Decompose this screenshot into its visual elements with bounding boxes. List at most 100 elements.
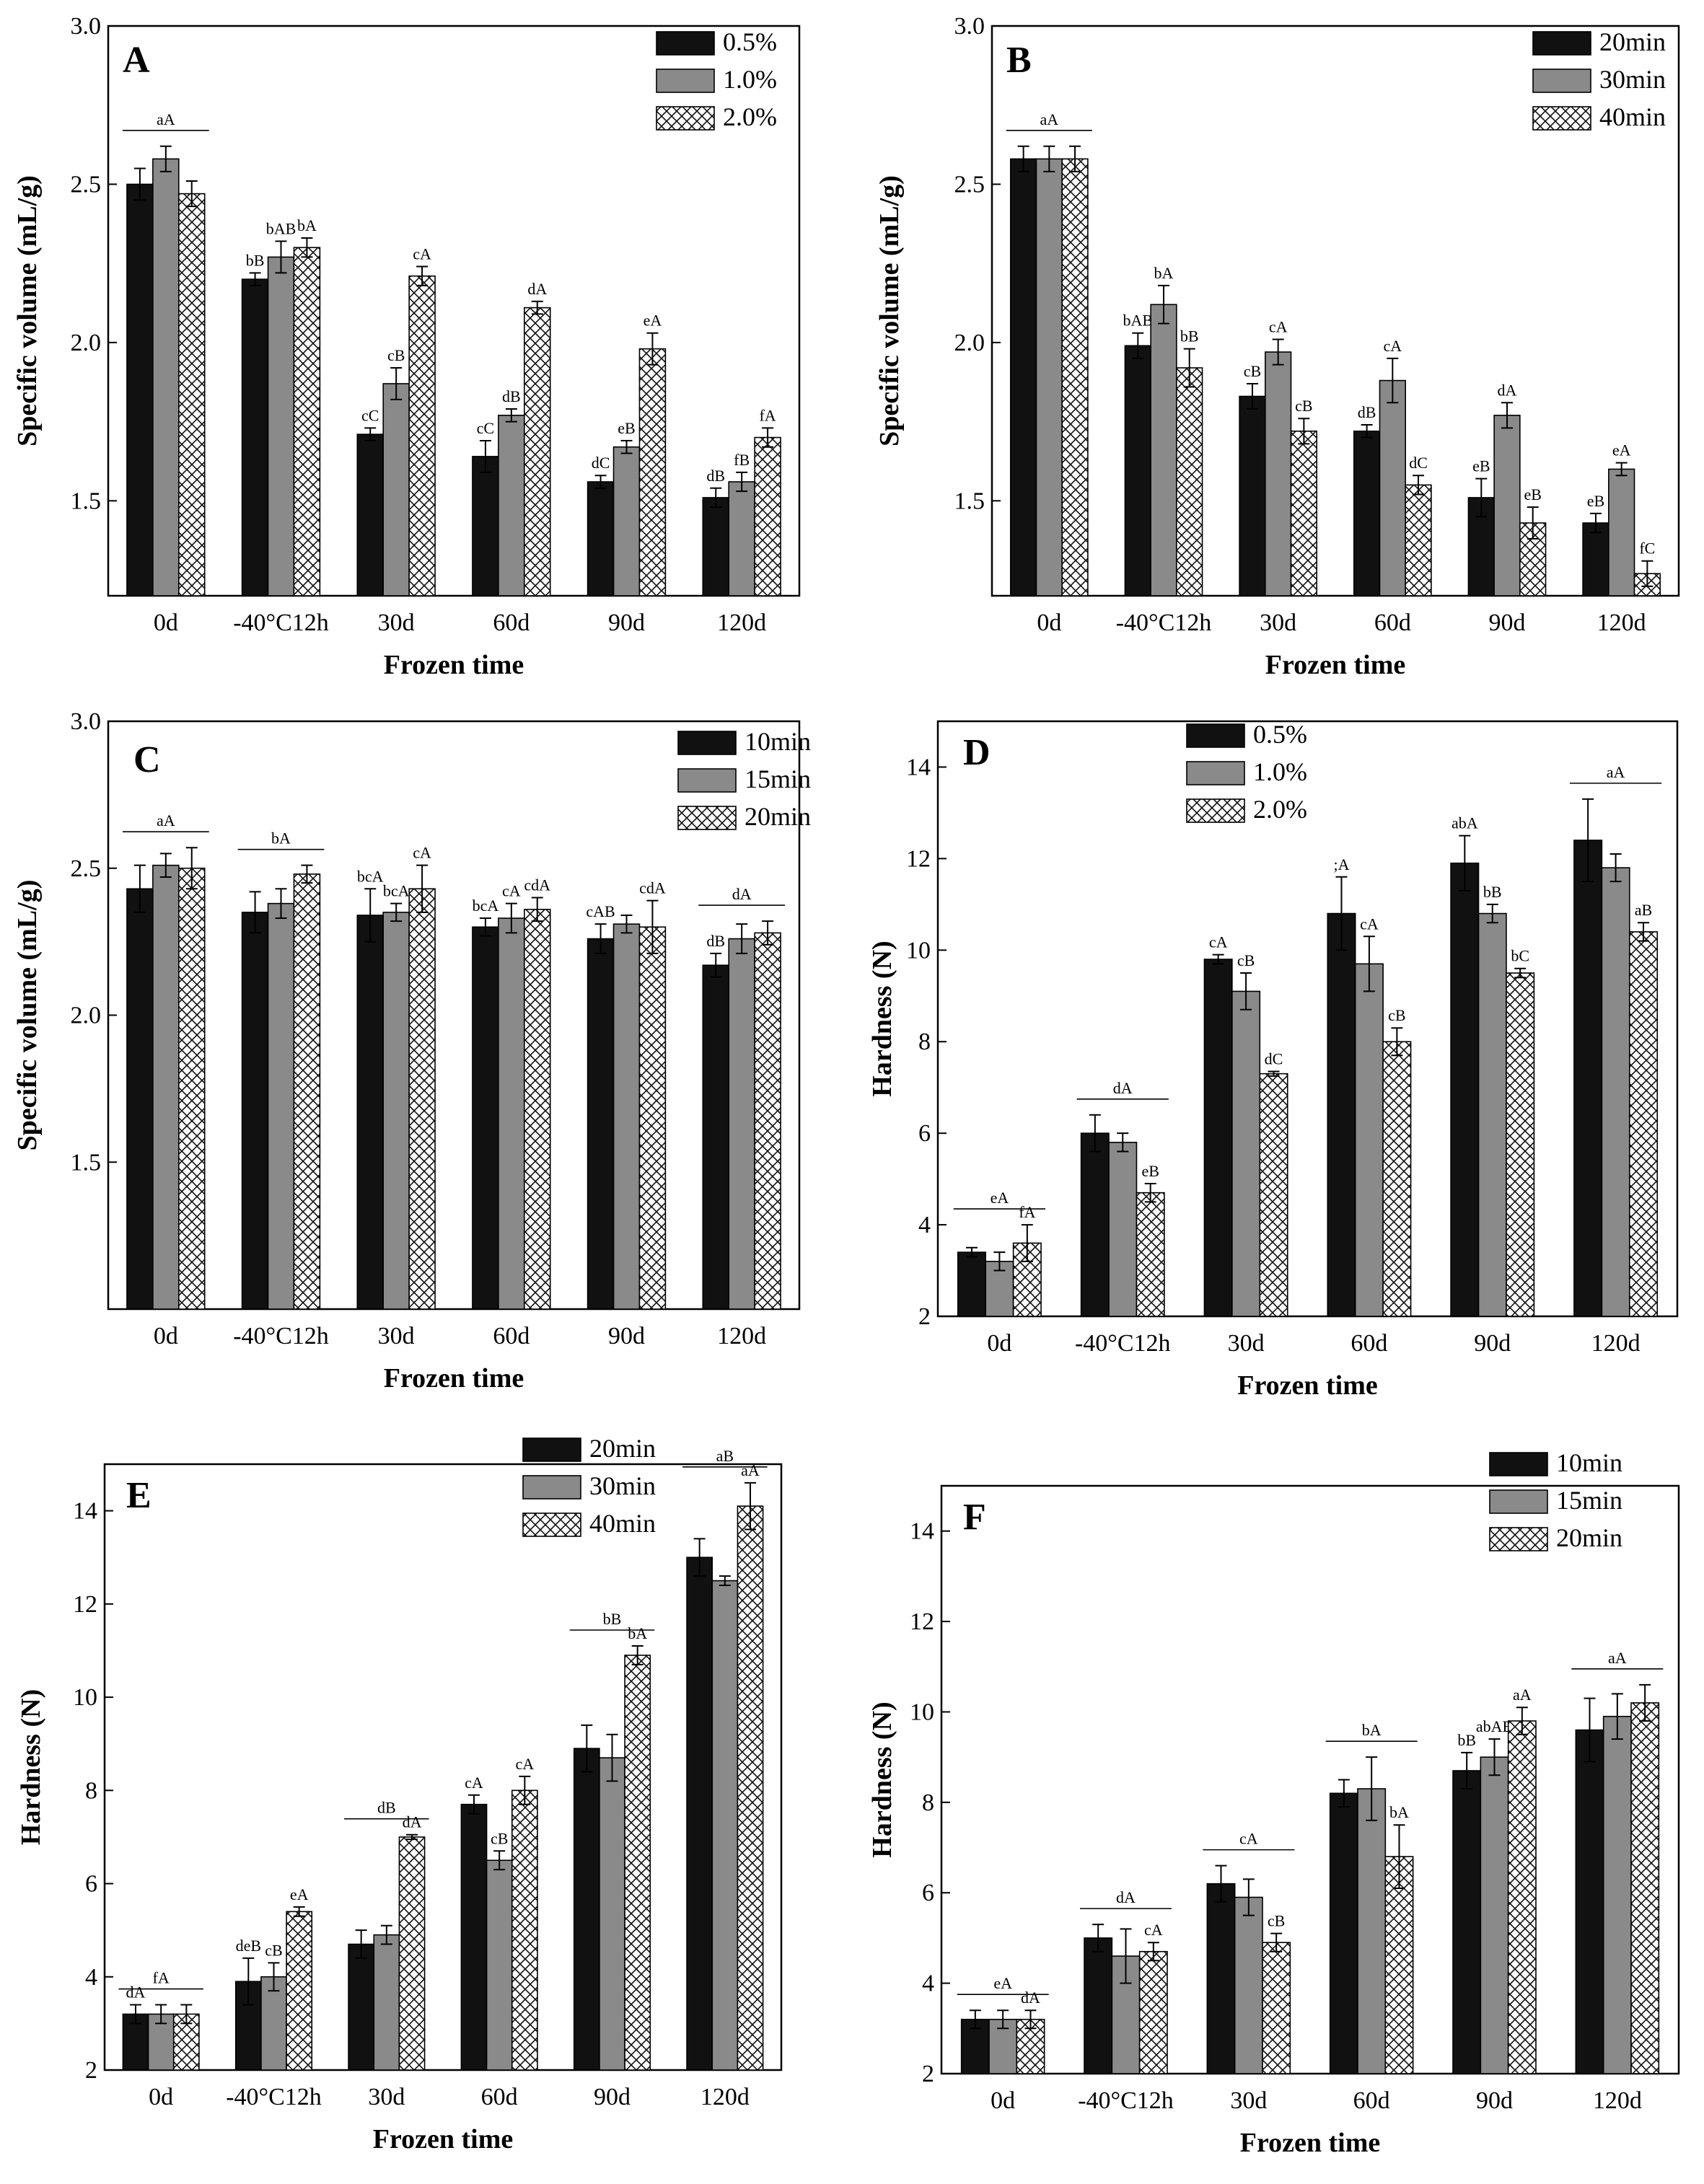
bar: [1009, 158, 1037, 596]
legend: 20min 30min 40min: [1532, 27, 1666, 131]
group-significance-label: eA: [993, 1974, 1012, 1992]
x-axis-title: Frozen time: [1240, 2128, 1381, 2158]
bar: [472, 456, 499, 596]
bar: [638, 926, 667, 1310]
bar: [293, 247, 321, 596]
panel-letter: F: [963, 1497, 986, 1538]
significance-label: dC: [1409, 454, 1428, 472]
significance-label: cB: [1244, 362, 1261, 380]
group-significance-label: fA: [153, 1969, 170, 1987]
x-tick-label: 30d: [1230, 2087, 1267, 2114]
significance-label: cA: [502, 882, 521, 900]
bar: [728, 481, 755, 596]
significance-label: cA: [413, 844, 431, 862]
x-tick-label: -40°C12h: [226, 2084, 322, 2110]
x-tick-label: -40°C12h: [1116, 609, 1212, 636]
significance-label: cB: [265, 1941, 282, 1959]
x-tick-label: 60d: [493, 609, 530, 636]
bar: [1450, 862, 1480, 1317]
plot-frame: [936, 720, 1679, 1318]
legend-label: 20min: [1556, 1523, 1622, 1552]
bar: [1602, 1715, 1632, 2074]
bar: [1493, 415, 1521, 596]
bar: [612, 923, 641, 1310]
panel-b: B 1.5 2.0 2.5 3.0 Specific volume (mL/g) Froze…: [874, 13, 1680, 680]
bar: [382, 912, 410, 1310]
significance-label: bA: [297, 216, 317, 234]
legend-label: 15min: [1556, 1486, 1622, 1515]
legend-swatch: [677, 731, 737, 755]
bar: [1573, 840, 1603, 1317]
significance-label: cA: [1360, 915, 1379, 933]
x-tick-label: 60d: [1351, 1330, 1387, 1357]
y-tick-label: 2.0: [71, 330, 102, 356]
bar: [373, 1934, 400, 2071]
x-axis-title: Frozen time: [1237, 1370, 1378, 1401]
significance-label: eA: [1612, 441, 1631, 459]
bar: [1582, 522, 1609, 596]
significance-label: dC: [592, 454, 610, 472]
bar: [1176, 367, 1203, 596]
x-axis-title: Frozen time: [384, 1363, 524, 1393]
x-tick-label: 60d: [481, 2084, 518, 2110]
bar: [587, 481, 615, 596]
legend-swatch: [677, 806, 737, 830]
significance-label: aA: [1513, 1686, 1532, 1704]
bar: [1265, 351, 1292, 596]
x-tick-label: 0d: [987, 1330, 1011, 1357]
significance-label: eB: [618, 419, 635, 437]
x-tick-label: 60d: [1374, 609, 1411, 636]
significance-label: bAB: [266, 219, 297, 237]
legend: 10min 15min 20min: [1489, 1448, 1622, 1552]
bar: [737, 1505, 764, 2071]
legend-swatch: [1186, 761, 1245, 785]
significance-label: cA: [1269, 318, 1288, 336]
bar: [523, 909, 551, 1310]
bar: [573, 1748, 600, 2071]
bar: [1630, 1702, 1660, 2074]
panel-e: E 2 4 6 8 10 12 14 Hardness (N) Frozen time 0d dA -4…: [16, 1434, 783, 2154]
y-axis-title: Specific volume (mL/g): [12, 880, 43, 1151]
y-tick-label: 3.0: [954, 13, 985, 40]
significance-label: cA: [516, 1755, 535, 1773]
legend-label: 30min: [589, 1471, 656, 1500]
bar: [152, 864, 180, 1310]
x-tick-label: 0d: [154, 1323, 178, 1349]
bar: [382, 383, 410, 596]
bar: [241, 912, 269, 1310]
group-significance-label: bA: [271, 829, 291, 847]
significance-label: ;A: [1333, 855, 1349, 873]
significance-label: dA: [1021, 1989, 1040, 2007]
significance-label: abA: [1452, 814, 1478, 832]
bar: [1506, 972, 1535, 1317]
legend-label: 20min: [589, 1434, 656, 1463]
legend-label: 40min: [1599, 102, 1666, 131]
significance-label: dB: [706, 467, 725, 485]
x-axis-title: Frozen time: [384, 650, 524, 680]
bar: [1608, 468, 1635, 596]
x-tick-label: 30d: [1260, 609, 1296, 636]
bar: [754, 932, 781, 1310]
y-axis-title: Hardness (N): [867, 1701, 897, 1857]
x-tick-label: 120d: [1593, 2087, 1642, 2114]
significance-label: cAB: [586, 902, 615, 920]
y-tick-label: 10: [73, 1684, 97, 1711]
x-tick-label: 120d: [1597, 609, 1646, 636]
y-tick-label: 12: [73, 1591, 97, 1618]
y-tick-label: 6: [85, 1871, 97, 1898]
group-significance-label: dA: [1116, 1888, 1136, 1906]
bar: [1379, 379, 1406, 596]
legend-label: 10min: [1556, 1448, 1622, 1477]
y-tick-label: 6: [922, 1880, 934, 1906]
bar: [599, 1757, 625, 2071]
bar: [498, 415, 525, 596]
significance-label: cC: [477, 419, 494, 437]
legend: 10min 15min 20min: [677, 727, 811, 831]
bar: [612, 446, 641, 596]
significance-label: bB: [1457, 1731, 1476, 1749]
significance-label: cA: [1209, 933, 1228, 951]
significance-label: eA: [290, 1885, 309, 1903]
y-tick-label: 8: [918, 1029, 931, 1055]
significance-label: cA: [1384, 337, 1402, 355]
panel-f: F 2 4 6 8 10 12 14 Hardness (N) Frozen time 0d dA -4…: [867, 1448, 1680, 2158]
